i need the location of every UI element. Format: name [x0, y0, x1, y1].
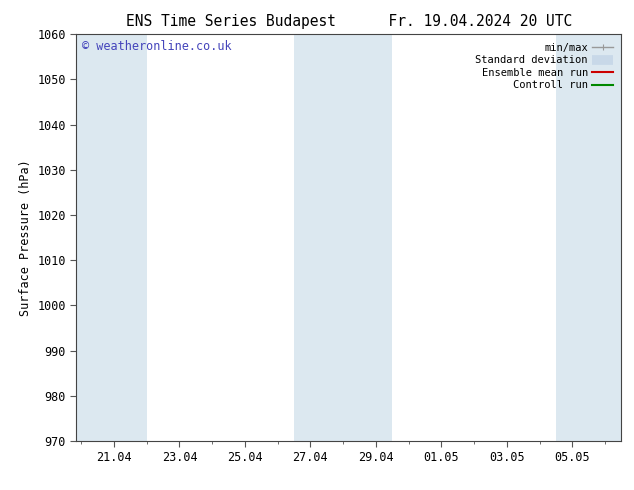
Bar: [556, 34, 621, 441]
Bar: [294, 34, 392, 441]
Title: ENS Time Series Budapest      Fr. 19.04.2024 20 UTC: ENS Time Series Budapest Fr. 19.04.2024 …: [126, 14, 572, 29]
Y-axis label: Surface Pressure (hPa): Surface Pressure (hPa): [18, 159, 32, 316]
Bar: [76, 34, 147, 441]
Text: © weatheronline.co.uk: © weatheronline.co.uk: [82, 40, 231, 53]
Legend: min/max, Standard deviation, Ensemble mean run, Controll run: min/max, Standard deviation, Ensemble me…: [472, 40, 616, 94]
